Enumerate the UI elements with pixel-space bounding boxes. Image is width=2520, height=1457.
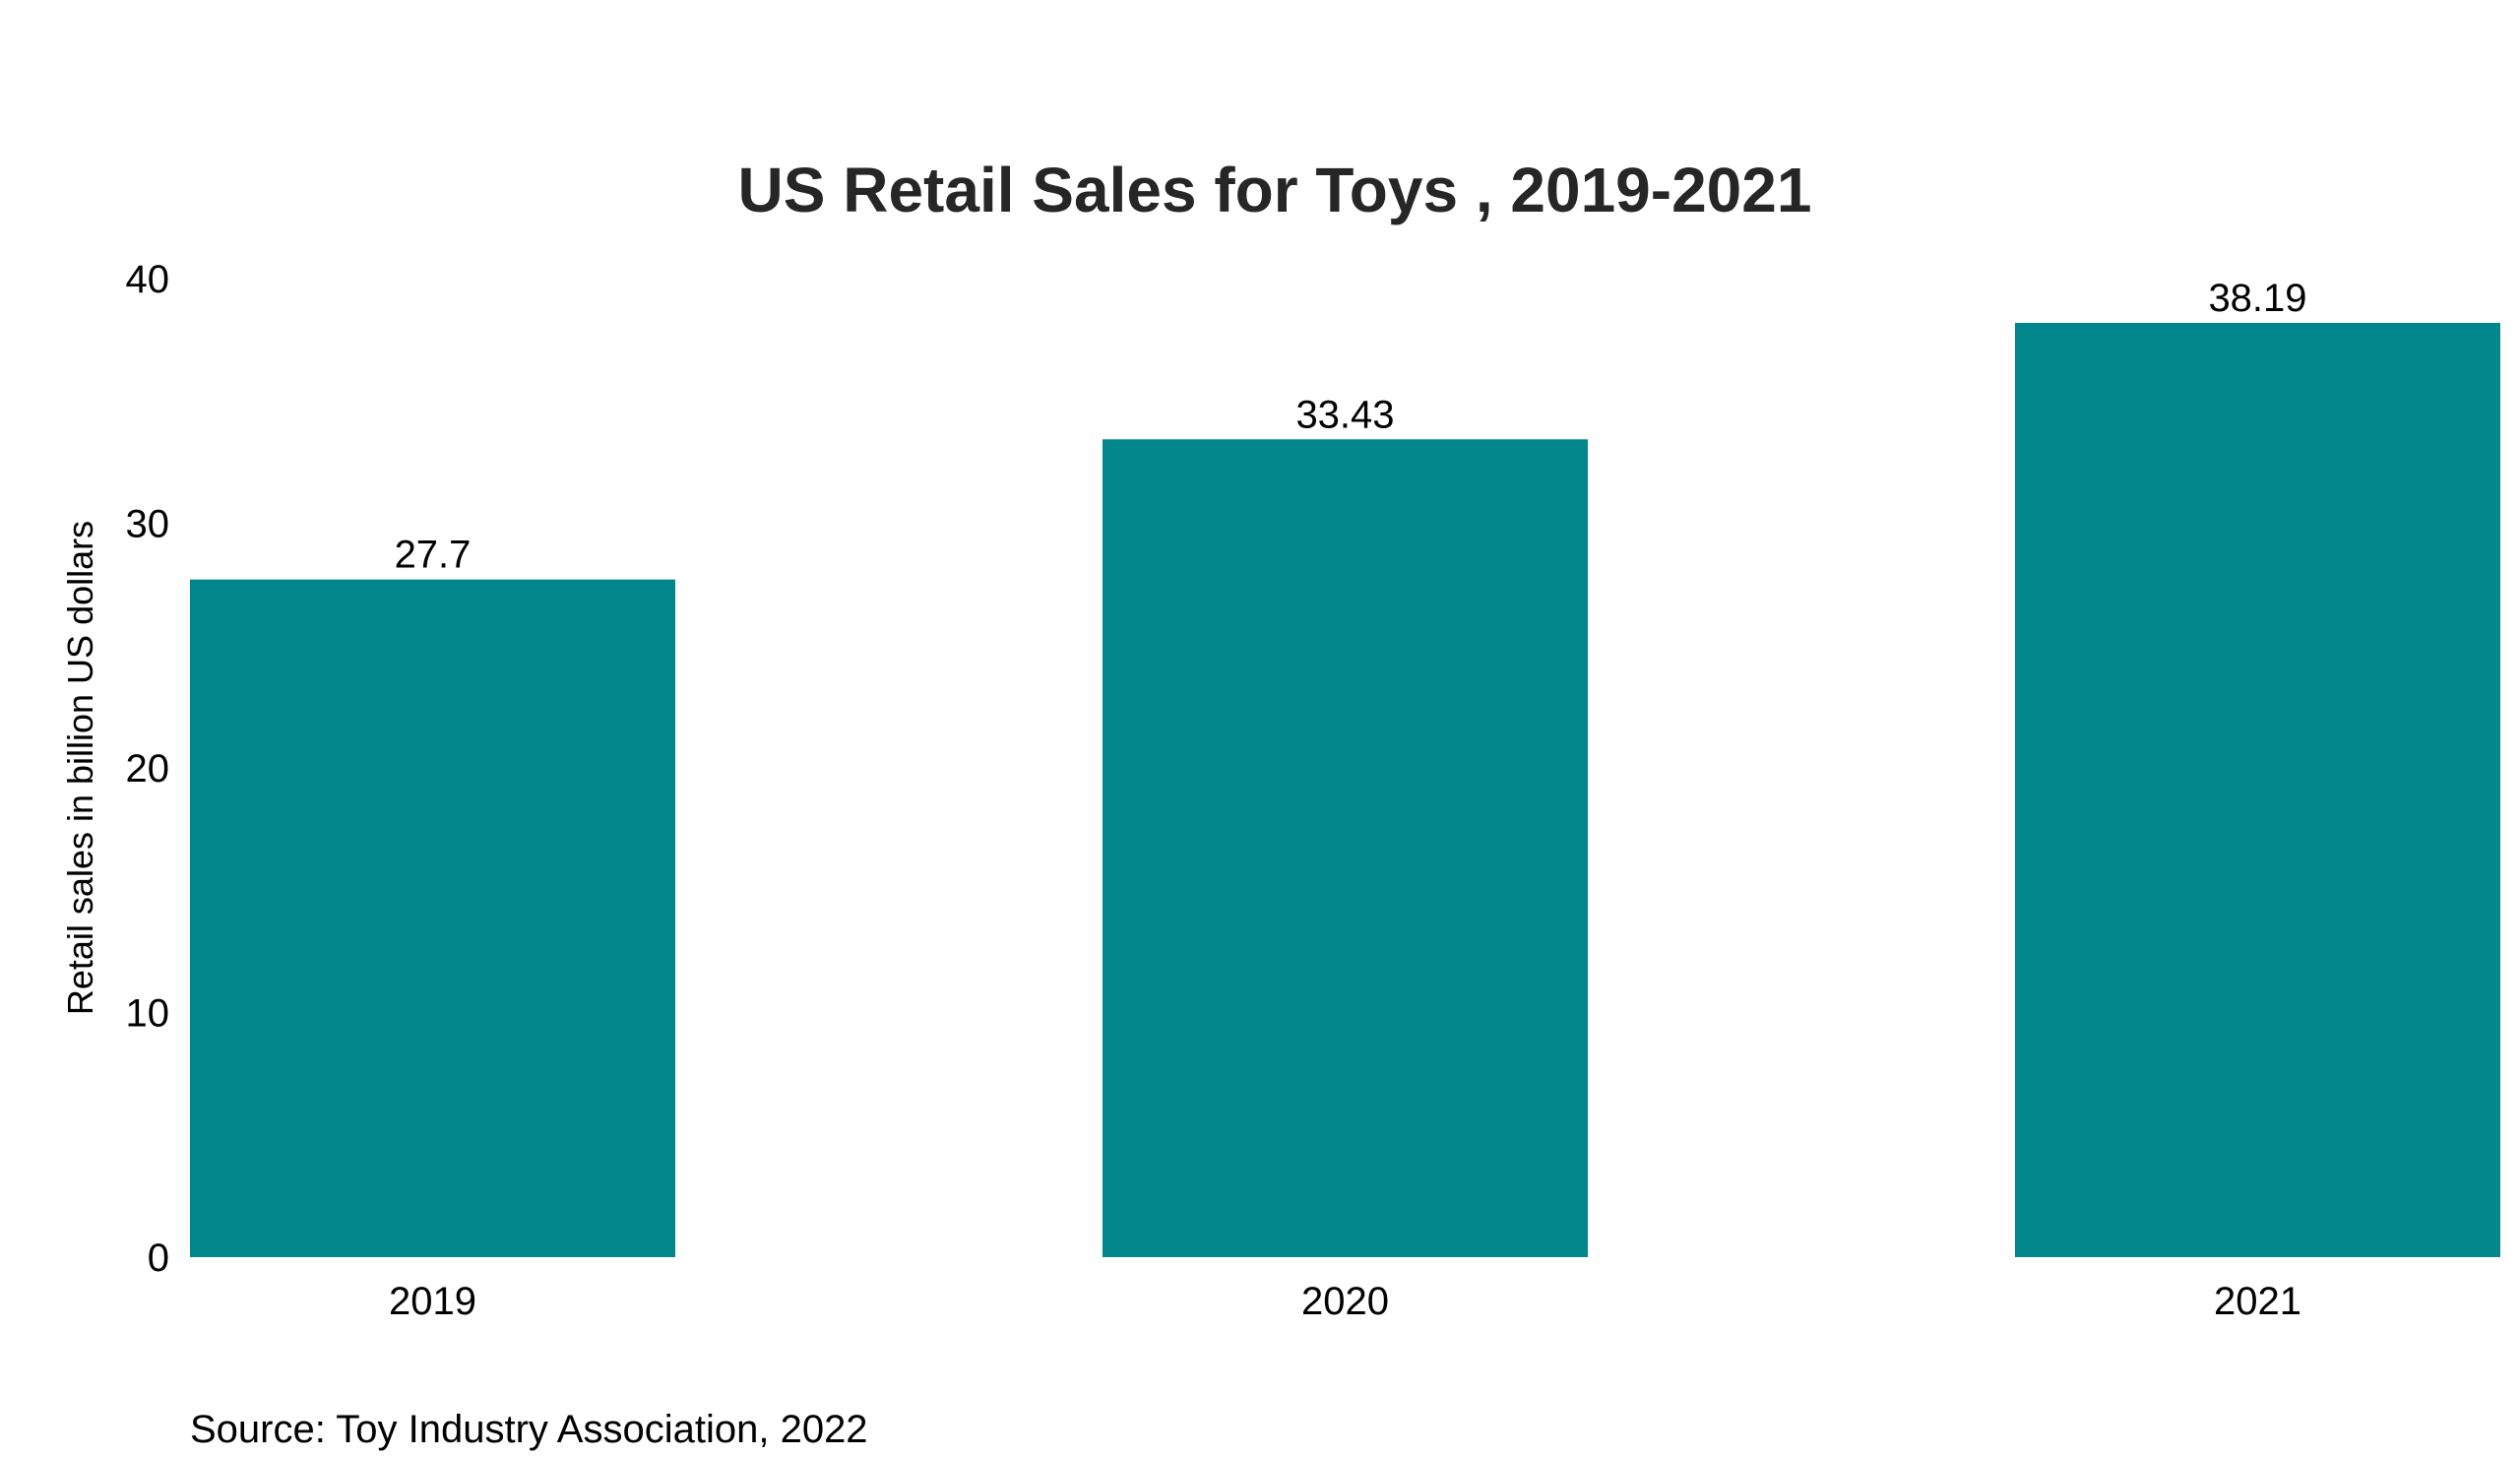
x-tick-label-2021: 2021 xyxy=(2214,1280,2301,1323)
y-tick-label: 10 xyxy=(126,992,170,1036)
data-label-2020: 33.43 xyxy=(1295,393,1394,436)
data-labels-group: 27.7 33.43 38.19 xyxy=(395,277,2307,577)
y-axis-title: Retail sales in billion US dollars xyxy=(60,521,100,1015)
x-axis-ticks: 2019 2020 2021 xyxy=(389,1280,2301,1323)
y-tick-label: 30 xyxy=(126,503,170,546)
data-label-2021: 38.19 xyxy=(2208,277,2306,320)
source-note: Source: Toy Industry Association, 2022 xyxy=(190,1408,868,1451)
bar-2019 xyxy=(190,579,675,1257)
bars-group xyxy=(190,322,2500,1257)
bar-2021 xyxy=(2015,322,2500,1257)
y-tick-label: 40 xyxy=(126,258,170,301)
x-tick-label-2020: 2020 xyxy=(1301,1280,1389,1323)
y-tick-label: 20 xyxy=(126,747,170,791)
chart-title: US Retail Sales for Toys , 2019-2021 xyxy=(738,155,1812,225)
data-label-2019: 27.7 xyxy=(395,534,472,577)
x-tick-label-2019: 2019 xyxy=(389,1280,476,1323)
y-tick-label: 0 xyxy=(148,1236,169,1280)
y-axis-ticks: 0 10 20 30 40 xyxy=(126,258,170,1280)
bar-2020 xyxy=(1102,439,1588,1257)
